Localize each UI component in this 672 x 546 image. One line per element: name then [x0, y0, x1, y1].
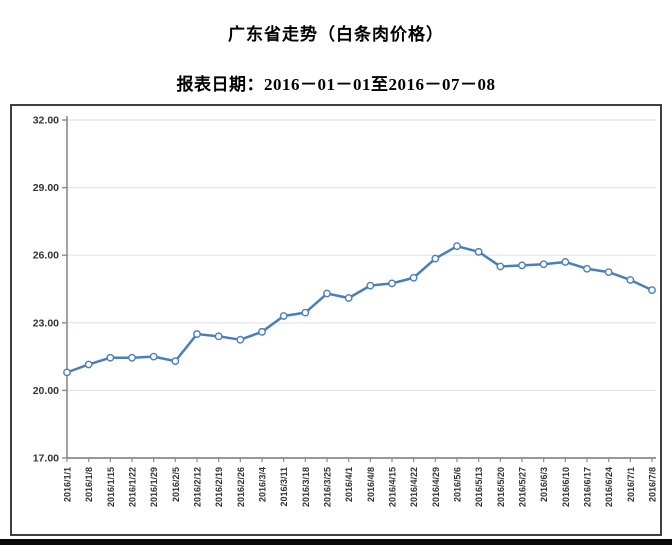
- x-tick-label: 2016/6/17: [583, 467, 593, 507]
- data-point-marker: [106, 353, 115, 362]
- x-tick-label: 2016/1/29: [149, 467, 159, 507]
- data-point-marker: [128, 353, 136, 362]
- x-tick-label: 2016/3/4: [258, 467, 268, 502]
- x-tick-label: 2016/7/1: [626, 467, 636, 502]
- x-tick-label: 2016/1/22: [128, 467, 138, 507]
- data-point-marker: [84, 360, 93, 369]
- price-trend-line-chart: 17.00 20.00 23.00 26.00 29.00 32.00 2016/1/1 20…: [33, 115, 658, 508]
- data-point-marker: [171, 357, 180, 366]
- x-tick-label: 2016/1/1: [63, 467, 73, 502]
- y-tick-label: 20.00: [33, 385, 59, 397]
- data-point-marker: [518, 261, 526, 270]
- data-point-marker: [279, 312, 288, 320]
- x-tick-label: 2016/1/15: [106, 467, 116, 507]
- data-point-marker: [149, 352, 158, 361]
- y-tick-label: 23.00: [33, 317, 59, 329]
- x-tick-label: 2016/2/12: [193, 467, 203, 507]
- x-tick-label: 2016/5/20: [496, 467, 506, 507]
- x-tick-label: 2016/5/13: [474, 467, 484, 507]
- data-point-marker: [236, 335, 245, 344]
- bottom-divider: [0, 539, 672, 545]
- data-point-marker: [323, 289, 331, 298]
- data-point-marker: [583, 264, 591, 273]
- x-tick-label: 2016/6/3: [539, 467, 549, 502]
- x-tick-label: 2016/6/24: [604, 467, 614, 507]
- data-point-marker: [388, 279, 396, 288]
- x-tick-label: 2016/1/8: [84, 467, 94, 502]
- x-tick-label: 2016/3/25: [323, 467, 333, 507]
- data-point-marker: [453, 242, 461, 251]
- data-point-marker: [63, 368, 71, 377]
- x-tick-label: 2016/3/11: [279, 467, 289, 507]
- price-line: [65, 244, 654, 374]
- data-point-marker: [258, 327, 266, 336]
- data-point-marker: [409, 273, 418, 282]
- x-tick-label: 2016/2/19: [214, 467, 224, 507]
- report-date-subtitle: 报表日期：2016－01－01至2016－07－08: [176, 75, 496, 94]
- x-tick-label: 2016/3/18: [301, 467, 311, 507]
- x-tick-label: 2016/4/29: [431, 467, 441, 507]
- data-point-marker: [539, 260, 548, 269]
- data-point-marker: [214, 332, 223, 341]
- data-point-marker: [561, 258, 570, 266]
- x-tick-label: 2016/5/27: [518, 467, 528, 507]
- x-tick-label: 2016/7/8: [648, 467, 658, 502]
- x-tick-label: 2016/4/15: [388, 467, 398, 507]
- x-tick-label: 2016/5/6: [453, 467, 463, 502]
- y-tick-label: 26.00: [33, 250, 59, 262]
- x-tick-label: 2016/2/5: [171, 467, 181, 502]
- x-tick-label: 2016/4/8: [366, 467, 376, 502]
- y-tick-label: 32.00: [33, 115, 59, 127]
- x-tick-label: 2016/4/1: [344, 467, 354, 502]
- data-point-marker: [344, 294, 353, 302]
- chart-title: 广东省走势（白条肉价格）: [228, 25, 444, 44]
- data-point-marker: [431, 254, 440, 263]
- x-tick-label: 2016/4/22: [409, 467, 419, 507]
- data-point-marker: [604, 268, 613, 277]
- x-tick-label: 2016/6/10: [561, 467, 571, 507]
- data-point-marker: [474, 247, 483, 256]
- y-tick-label: 17.00: [33, 453, 59, 465]
- data-point-marker: [366, 281, 375, 290]
- chart-frame: 17.00 20.00 23.00 26.00 29.00 32.00 2016/1/1 20…: [10, 104, 662, 536]
- y-tick-label: 29.00: [33, 182, 59, 194]
- data-point-marker: [193, 330, 201, 338]
- data-point-marker: [648, 286, 656, 295]
- data-point-marker: [496, 262, 505, 271]
- x-tick-label: 2016/2/26: [236, 467, 246, 507]
- data-point-marker: [626, 276, 635, 284]
- data-point-marker: [301, 308, 310, 317]
